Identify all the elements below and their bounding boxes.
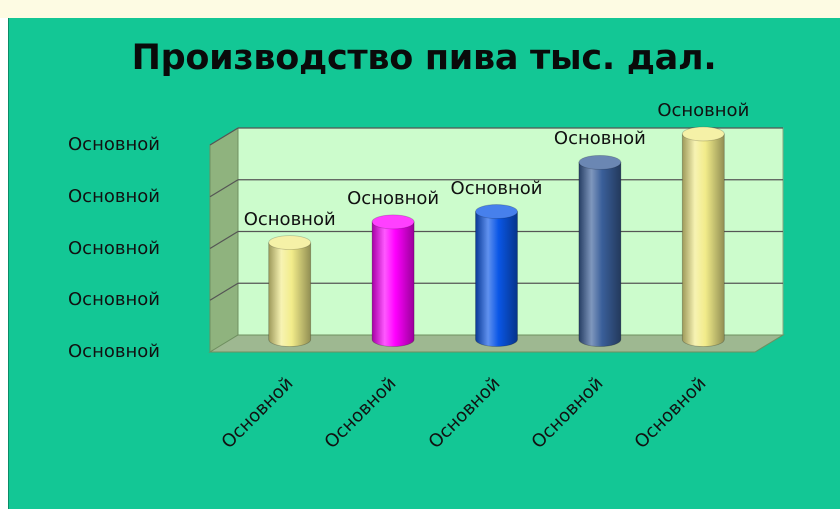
bar (681, 133, 725, 347)
gridline-side (209, 179, 239, 198)
data-label: Основной (553, 128, 646, 150)
y-tick-label: Основной (68, 185, 160, 207)
data-label: Основной (657, 99, 750, 121)
bar (268, 242, 312, 347)
bar-top (475, 204, 518, 219)
gridline-side (209, 127, 239, 146)
bar-top (578, 154, 622, 170)
bar-top (681, 126, 725, 142)
bar (578, 161, 622, 347)
gridline-side (209, 230, 239, 250)
bar-top (371, 214, 415, 230)
data-label: Основной (243, 208, 336, 230)
y-tick-label: Основной (68, 341, 160, 362)
data-label: Основной (347, 187, 440, 209)
bar (475, 211, 518, 347)
y-tick-label: Основной (68, 134, 160, 155)
chart-title: Производство пива тыс. дал. (131, 38, 717, 78)
y-tick-label: Основной (68, 237, 160, 259)
top-strip (0, 0, 840, 18)
gridline-side (209, 282, 239, 301)
bar-top (268, 235, 312, 250)
bar (371, 221, 415, 347)
data-label: Основной (450, 177, 543, 199)
y-tick-label: Основной (68, 289, 160, 311)
